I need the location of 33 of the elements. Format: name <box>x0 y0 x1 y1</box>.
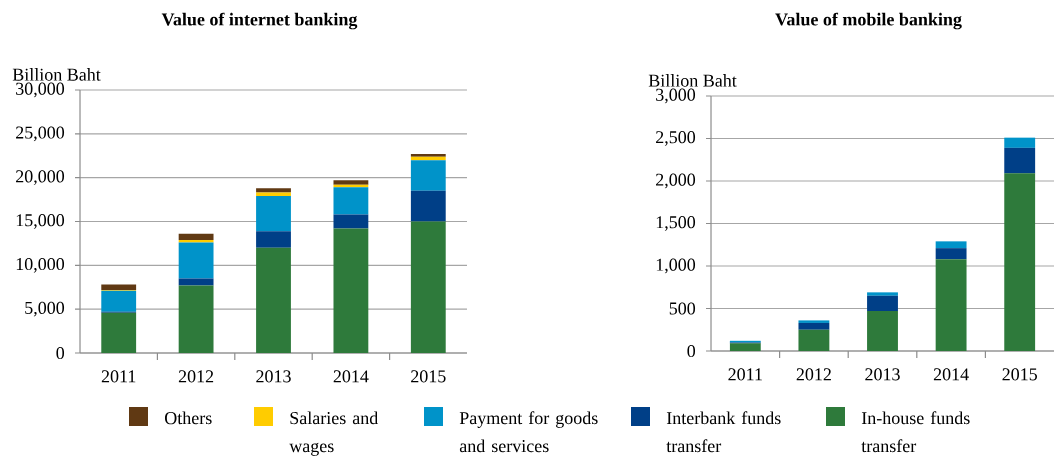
x-tick-label: 2014 <box>333 370 369 383</box>
x-tick-label: 2013 <box>865 368 900 381</box>
legend-label: Salaries and wages <box>289 411 379 456</box>
y-tick-label: 3,000 <box>656 88 696 104</box>
y-tick-label: 30,000 <box>16 82 65 98</box>
x-tick-label: 2015 <box>411 370 446 383</box>
legend-label: In-house funds transfer <box>861 411 970 453</box>
y-tick-label: 0 <box>56 346 65 360</box>
x-tick-label: 2013 <box>256 370 291 383</box>
y-tick-label: 0 <box>687 344 696 358</box>
x-tick-label: 2011 <box>728 368 762 381</box>
y-axis-title: Billion Baht <box>12 68 101 81</box>
x-tick-label: 2012 <box>178 370 214 383</box>
y-tick-label: 25,000 <box>16 126 65 142</box>
legend-label: Others <box>165 411 212 425</box>
chart-title: Value of mobile banking <box>775 12 962 30</box>
y-tick-label: 15,000 <box>16 214 65 229</box>
y-tick-label: 1,000 <box>656 258 696 274</box>
y-tick-label: 5,000 <box>25 301 65 317</box>
legend-label: Interbank funds transfer <box>666 411 781 453</box>
y-tick-label: 2,000 <box>656 173 696 189</box>
x-tick-label: 2011 <box>101 370 136 383</box>
y-tick-label: 1,500 <box>656 216 696 231</box>
y-tick-label: 500 <box>669 302 696 315</box>
y-axis-title: Billion Baht <box>648 74 737 87</box>
legend-label: Payment for goods and services <box>459 411 598 453</box>
chart-title: Value of internet banking <box>161 12 358 30</box>
x-tick-label: 2015 <box>1002 368 1037 381</box>
y-tick-label: 2,500 <box>656 131 696 146</box>
y-tick-label: 20,000 <box>16 170 65 186</box>
y-tick-label: 10,000 <box>16 257 65 273</box>
x-tick-label: 2014 <box>933 368 969 381</box>
x-tick-label: 2012 <box>796 368 831 381</box>
